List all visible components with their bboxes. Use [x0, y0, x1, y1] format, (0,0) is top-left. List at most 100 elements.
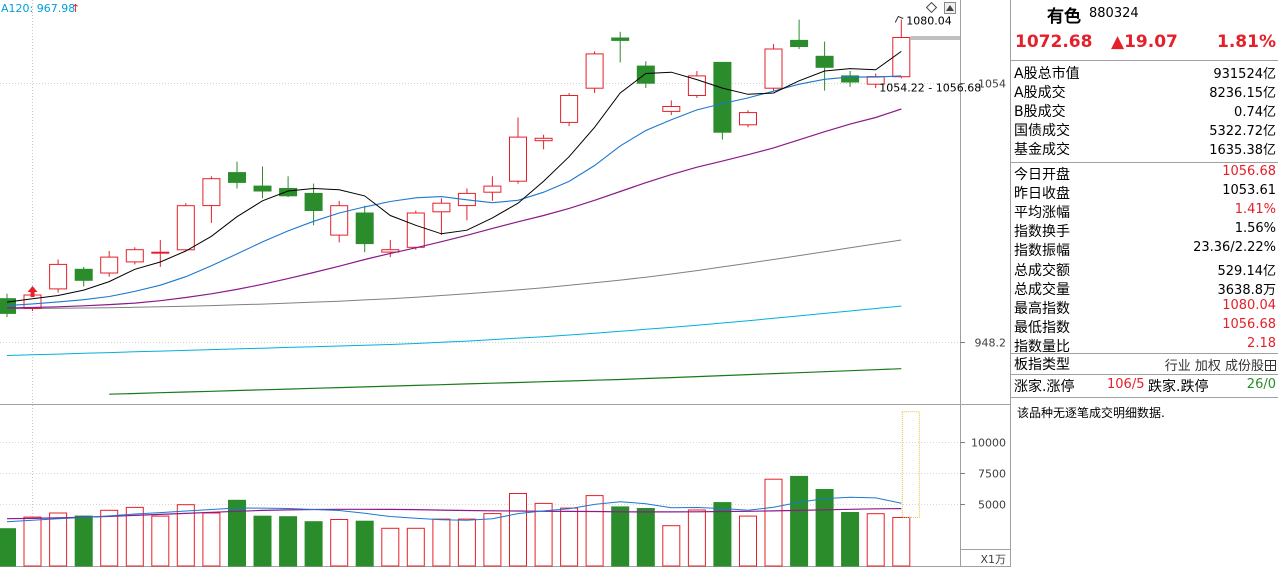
candle — [74, 266, 93, 287]
index-type-tabs-text[interactable]: 行业 加权 成份股 — [1164, 359, 1264, 374]
candle — [636, 61, 655, 89]
separator — [1011, 353, 1278, 354]
volume-bar — [713, 502, 732, 567]
stat-label: 平均涨幅 — [1014, 205, 1070, 222]
candle — [713, 61, 732, 140]
candle-body — [534, 137, 553, 142]
stat-value: 0.74亿 — [1234, 105, 1276, 121]
candle — [483, 176, 502, 201]
up-arrow-icon: ↑ — [71, 2, 80, 15]
volume-bar — [74, 515, 93, 567]
candle-body — [406, 212, 425, 248]
current-price: 1072.68 — [1015, 32, 1093, 52]
candle — [534, 134, 553, 150]
volume-bar — [176, 504, 195, 567]
price-tick-label: 1054 — [978, 78, 1006, 91]
updown-row: 涨家.涨停 106/5 跌家.跌停 26/0 — [1011, 376, 1278, 395]
stat-value: 1080.04 — [1222, 297, 1276, 313]
stat-label: 昨日收盘 — [1014, 186, 1070, 203]
high-pointer-icon — [894, 15, 904, 23]
candle-body — [176, 205, 195, 251]
stat-value: 2.18 — [1247, 335, 1276, 351]
candle-body — [100, 256, 119, 274]
candle-body — [841, 75, 860, 83]
volume-bar — [483, 513, 502, 567]
ma10-line — [6, 75, 902, 307]
separator — [1011, 374, 1278, 375]
candle-body — [636, 65, 655, 84]
stat-label: A股成交 — [1014, 85, 1066, 102]
stat-row: 指数量比 2.18 — [1011, 336, 1278, 355]
stat-value: 1.41% — [1234, 202, 1276, 218]
stat-label: 最高指数 — [1014, 300, 1070, 317]
candle-body — [662, 106, 681, 112]
stat-value: 23.36/2.22% — [1193, 240, 1276, 256]
candle-body — [713, 61, 732, 133]
up-label: 涨家.涨停 — [1014, 379, 1075, 395]
separator — [1011, 60, 1278, 61]
volume-tick-label: 5000 — [978, 499, 1006, 512]
volume-bar — [560, 507, 579, 567]
down-value: 26/0 — [1246, 377, 1276, 392]
stat-value: 1635.38亿 — [1209, 143, 1276, 159]
stat-row: B股成交 0.74亿 — [1011, 101, 1278, 120]
candle — [355, 205, 374, 253]
candle — [585, 51, 604, 93]
stat-row: 昨日收盘 1053.61 — [1011, 183, 1278, 202]
volume-bar — [406, 527, 425, 567]
candle — [304, 183, 323, 226]
candle-body — [49, 263, 68, 290]
stat-row: A股总市值 931524亿 — [1011, 63, 1278, 82]
volume-bar — [0, 528, 16, 567]
candle-body — [585, 53, 604, 89]
grid-icon[interactable] — [1265, 360, 1276, 371]
stat-row: 国债成交 5322.72亿 — [1011, 120, 1278, 139]
stat-row: 总成交额 529.14亿 — [1011, 260, 1278, 279]
candle-body — [74, 268, 93, 281]
up-value: 106/5 — [1107, 377, 1145, 392]
price-tick-label: 948.2 — [975, 337, 1007, 350]
volume-tick-label: 10000 — [971, 437, 1006, 450]
stat-label: B股成交 — [1014, 104, 1066, 121]
candle — [457, 188, 476, 221]
ma120-readout: A120: 967.98 — [1, 2, 75, 15]
diamond-icon — [925, 1, 938, 14]
stat-label: 指数换手 — [1014, 224, 1070, 241]
volume-bar — [509, 493, 527, 567]
candle-body — [509, 136, 527, 182]
stat-row: 总成交量 3638.8万 — [1011, 279, 1278, 298]
volume-bar — [304, 521, 323, 567]
price-change-pct: 1.81% — [1217, 32, 1276, 52]
candle-body — [228, 172, 246, 183]
stat-row: 最低指数 1056.68 — [1011, 317, 1278, 336]
candle-body — [739, 112, 757, 126]
stat-label: 指数振幅 — [1014, 243, 1070, 260]
candle-body — [790, 39, 809, 48]
kline-chart[interactable]: 1054 948.2 10000 7500 5000 A120: 967.98 ↑ 1080.… — [0, 0, 1010, 567]
volume-bar — [892, 517, 911, 567]
chart-svg[interactable]: 1054 948.2 10000 7500 5000 A120: 967.98↑ 1080.… — [0, 0, 1010, 567]
candle — [330, 200, 349, 243]
candle — [406, 210, 425, 250]
stat-row: A股成交 8236.15亿 — [1011, 82, 1278, 101]
volume-bar — [23, 516, 42, 567]
volume-unit-label: X1万 — [980, 553, 1006, 566]
index-type-label: 板指类型 — [1014, 357, 1070, 373]
index-type-tabs[interactable]: 行业 加权 成份股 — [1165, 355, 1276, 374]
candle — [279, 176, 298, 198]
ma120-line — [6, 305, 902, 356]
stat-value: 931524亿 — [1213, 67, 1276, 82]
volume-bar — [739, 515, 757, 567]
stat-label: 国债成交 — [1014, 123, 1070, 140]
stat-value: 8236.15亿 — [1209, 86, 1276, 102]
candle-body — [253, 185, 272, 192]
candle — [662, 100, 681, 116]
stat-value: 1056.68 — [1222, 164, 1276, 179]
candle — [151, 240, 170, 267]
candle — [841, 71, 860, 87]
stat-label: 指数量比 — [1014, 338, 1070, 355]
candle — [687, 71, 706, 98]
candle-body — [279, 188, 298, 197]
index-code: 880324 — [1089, 6, 1139, 21]
volume-bar — [100, 509, 119, 567]
